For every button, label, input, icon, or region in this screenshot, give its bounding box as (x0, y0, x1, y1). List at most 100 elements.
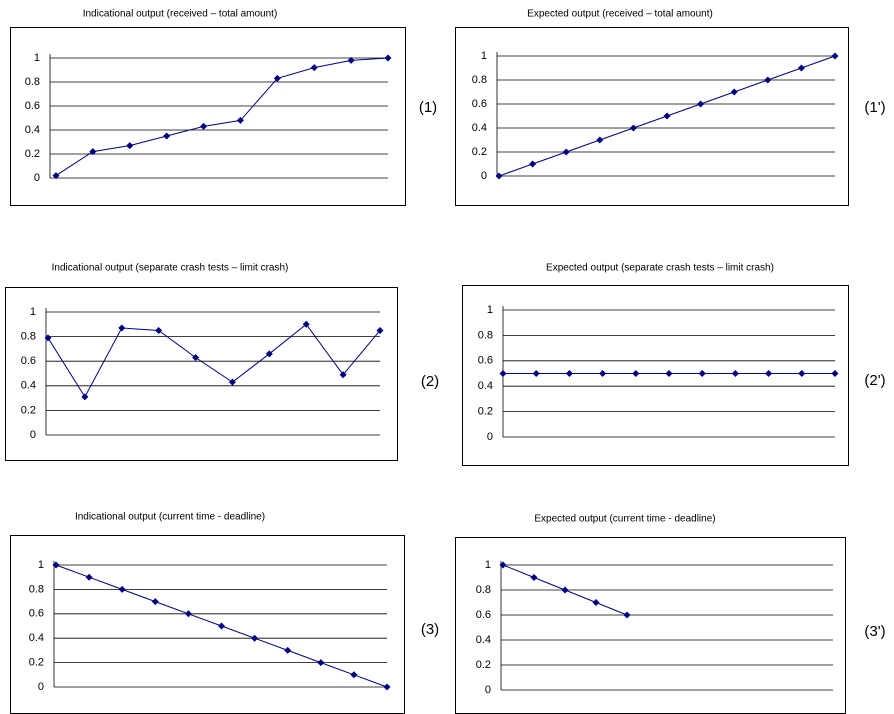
y-tick-label: 1 (487, 304, 493, 316)
data-point (565, 370, 573, 377)
data-point (499, 370, 507, 377)
chart-title: Expected output (received – total amount… (527, 9, 713, 20)
chart-frame (5, 287, 398, 461)
data-point (629, 124, 637, 132)
data-point (184, 610, 192, 618)
chart-title: Expected output (separate crash tests – … (546, 263, 774, 274)
series-line (55, 57, 389, 177)
data-point (697, 100, 705, 108)
data-point (798, 370, 806, 377)
series-line (47, 323, 381, 398)
data-point (273, 74, 281, 82)
y-tick-label: 0.8 (476, 584, 491, 596)
data-point (665, 370, 673, 377)
y-tick-label: 0.8 (478, 329, 493, 341)
data-point (350, 671, 358, 679)
data-point (81, 393, 89, 401)
y-tick-label: 0.2 (29, 657, 44, 669)
chart-frame (455, 537, 846, 714)
y-tick-label: 0.2 (476, 659, 491, 671)
panel-label: (2') (864, 372, 885, 389)
data-point (495, 172, 503, 180)
panel-label: (1') (864, 99, 885, 116)
data-point (530, 574, 538, 581)
y-tick-label: 0.8 (472, 74, 487, 86)
data-point (317, 659, 325, 667)
y-tick-label: 0.8 (21, 331, 36, 343)
data-point (529, 160, 537, 168)
data-point (623, 611, 631, 619)
y-tick-label: 0.4 (25, 124, 40, 136)
data-point (236, 116, 244, 124)
data-point (383, 683, 391, 691)
data-point (251, 634, 259, 642)
panel-label: (3) (421, 621, 439, 638)
data-point (44, 334, 52, 342)
y-tick-label: 0.2 (21, 404, 36, 416)
data-point (376, 326, 384, 334)
data-point (765, 370, 773, 377)
y-tick-label: 0.4 (478, 380, 493, 392)
data-point (118, 585, 126, 593)
y-tick-label: 0.6 (478, 355, 493, 367)
data-point (302, 320, 310, 328)
y-tick-label: 0.8 (29, 583, 44, 595)
data-point (192, 354, 200, 362)
y-tick-label: 0 (485, 684, 491, 696)
panel-label: (1) (419, 99, 437, 116)
data-point (347, 56, 355, 64)
data-point (596, 136, 604, 144)
data-point (764, 76, 772, 84)
y-tick-label: 1 (38, 559, 44, 571)
data-point (599, 370, 607, 377)
chart-title: Expected output (current time - deadline… (534, 514, 715, 525)
y-tick-label: 0.2 (478, 406, 493, 418)
y-tick-label: 0 (481, 170, 487, 182)
y-tick-label: 1 (485, 559, 491, 571)
y-tick-label: 0.6 (476, 609, 491, 621)
data-point (151, 598, 159, 606)
data-point (384, 54, 392, 62)
y-tick-label: 0.6 (25, 100, 40, 112)
data-point (163, 132, 171, 140)
data-point (126, 142, 134, 150)
y-tick-label: 0.8 (25, 76, 40, 88)
data-point (155, 326, 163, 334)
chart-title: Indicational output (separate crash test… (52, 263, 289, 274)
y-tick-label: 1 (34, 52, 40, 64)
y-tick-label: 0 (38, 681, 44, 693)
data-point (218, 622, 225, 630)
data-point (698, 370, 706, 377)
data-point (532, 370, 540, 377)
y-tick-label: 0.2 (472, 146, 487, 158)
panel-label: (3') (864, 623, 885, 640)
data-point (663, 112, 671, 120)
y-tick-label: 1 (481, 50, 487, 62)
data-point (200, 122, 208, 130)
chart-title: Indicational output (current time - dead… (75, 512, 265, 523)
y-tick-label: 0.4 (476, 634, 491, 646)
y-tick-label: 1 (30, 306, 36, 318)
data-point (52, 172, 60, 180)
chart-title: Indicational output (received – total am… (83, 9, 278, 20)
y-tick-label: 0 (30, 429, 36, 441)
chart-frame (10, 27, 406, 206)
data-point (797, 64, 805, 72)
data-point (228, 378, 236, 386)
data-point (85, 573, 93, 581)
data-point (831, 370, 839, 377)
y-tick-label: 0.6 (29, 608, 44, 620)
chart-frame (455, 27, 849, 206)
data-point (310, 64, 318, 72)
y-tick-label: 0.4 (29, 632, 44, 644)
data-point (499, 561, 507, 569)
data-point (731, 370, 739, 377)
y-tick-label: 0 (487, 431, 493, 443)
data-point (632, 370, 640, 377)
data-point (339, 371, 347, 379)
data-point (284, 646, 292, 654)
y-tick-label: 0.4 (472, 122, 487, 134)
y-tick-label: 0.2 (25, 148, 40, 160)
data-point (89, 148, 97, 156)
